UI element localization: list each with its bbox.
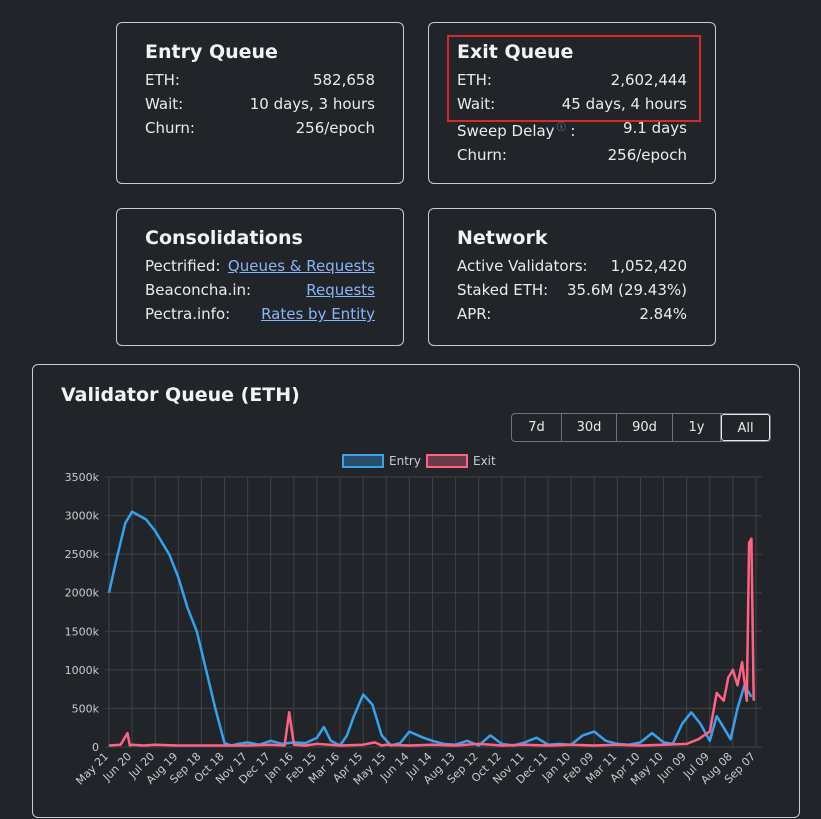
legend-label-entry: Entry (389, 454, 421, 468)
pectrified-link[interactable]: Queues & Requests (227, 257, 375, 275)
y-tick-label: 2500k (65, 548, 100, 561)
series-line-entry (107, 510, 753, 747)
range-selector: 7d 30d 90d 1y All (511, 413, 771, 442)
y-tick-label: 1000k (65, 664, 100, 677)
entry-queue-title: Entry Queue (145, 41, 278, 63)
pectrified-label: Pectrified: (145, 257, 221, 275)
active-validators-row: Active Validators: 1,052,420 (457, 254, 687, 278)
active-validators-value: 1,052,420 (610, 257, 687, 275)
range-90d-button[interactable]: 90d (617, 414, 673, 441)
y-tick-label: 1500k (65, 625, 100, 638)
sweep-delay-label: Sweep Delay (457, 122, 555, 140)
y-tick-label: 0 (92, 741, 99, 754)
exit-queue-card: Exit Queue ETH: 2,602,444 Wait: 45 days,… (428, 22, 716, 184)
entry-churn-label: Churn: (145, 119, 195, 137)
entry-eth-row: ETH: 582,658 (145, 68, 375, 92)
pectra-info-link[interactable]: Rates by Entity (261, 305, 375, 323)
y-tick-label: 3000k (65, 510, 100, 523)
entry-wait-value: 10 days, 3 hours (249, 95, 375, 113)
exit-wait-label: Wait: (457, 95, 496, 113)
sweep-delay-label-wrap: Sweep Delay ⓘ : (457, 122, 576, 140)
exit-eth-value: 2,602,444 (610, 71, 687, 89)
sweep-delay-value: 9.1 days (622, 119, 687, 137)
entry-eth-value: 582,658 (312, 71, 375, 89)
pectra-info-label: Pectra.info: (145, 305, 231, 323)
entry-wait-label: Wait: (145, 95, 184, 113)
range-7d-button[interactable]: 7d (512, 414, 562, 441)
y-tick-label: 2000k (65, 587, 100, 600)
legend-swatch-entry (342, 454, 384, 468)
legend-label-exit: Exit (473, 454, 496, 468)
pectrified-row: Pectrified: Queues & Requests (145, 254, 375, 278)
entry-wait-row: Wait: 10 days, 3 hours (145, 92, 375, 116)
chart-legend: Entry Exit (342, 454, 496, 468)
active-validators-label: Active Validators: (457, 257, 588, 275)
chart-series (107, 510, 755, 747)
apr-label: APR: (457, 305, 492, 323)
entry-eth-label: ETH: (145, 71, 180, 89)
range-all-button[interactable]: All (721, 414, 770, 441)
exit-eth-label: ETH: (457, 71, 492, 89)
sweep-delay-row: Sweep Delay ⓘ : 9.1 days (457, 116, 687, 143)
network-title: Network (457, 227, 548, 249)
staked-eth-row: Staked ETH: 35.6M (29.43%) (457, 278, 687, 302)
legend-swatch-exit (426, 454, 468, 468)
y-axis-ticks: 0 500k 1000k 1500k 2000k 2500k 3000k 3500k (65, 471, 100, 754)
entry-churn-row: Churn: 256/epoch (145, 116, 375, 140)
entry-churn-value: 256/epoch (295, 119, 375, 137)
range-1y-button[interactable]: 1y (673, 414, 721, 441)
consolidations-card: Consolidations Pectrified: Queues & Requ… (116, 208, 404, 346)
chart-grid (105, 476, 762, 748)
staked-eth-value: 35.6M (29.43%) (566, 281, 687, 299)
consolidations-title: Consolidations (145, 227, 303, 249)
validator-queue-chart-card: Validator Queue (ETH) 7d 30d 90d 1y All … (32, 364, 800, 818)
beaconchain-row: Beaconcha.in: Requests (145, 278, 375, 302)
network-card: Network Active Validators: 1,052,420 Sta… (428, 208, 716, 346)
exit-queue-title: Exit Queue (457, 41, 574, 63)
exit-eth-row: ETH: 2,602,444 (457, 68, 687, 92)
apr-row: APR: 2.84% (457, 302, 687, 326)
pectra-info-row: Pectra.info: Rates by Entity (145, 302, 375, 326)
chart-title: Validator Queue (ETH) (61, 384, 300, 406)
y-tick-label: 500k (72, 702, 100, 715)
entry-queue-card: Entry Queue ETH: 582,658 Wait: 10 days, … (116, 22, 404, 184)
validator-queue-chart: Entry Exit 0 500k 1000k 1500k 2000k 2500k 3000k… (65, 454, 762, 788)
exit-queue-highlight-box (447, 35, 701, 122)
series-line-exit (108, 537, 755, 747)
beaconchain-link[interactable]: Requests (306, 281, 375, 299)
exit-churn-row: Churn: 256/epoch (457, 143, 687, 167)
staked-eth-label: Staked ETH: (457, 281, 549, 299)
exit-wait-value: 45 days, 4 hours (561, 95, 687, 113)
range-30d-button[interactable]: 30d (562, 414, 617, 441)
y-tick-label: 3500k (65, 471, 100, 484)
info-icon[interactable]: ⓘ (556, 123, 566, 133)
exit-churn-value: 256/epoch (607, 146, 687, 164)
exit-churn-label: Churn: (457, 146, 507, 164)
exit-wait-row: Wait: 45 days, 4 hours (457, 92, 687, 116)
apr-value: 2.84% (639, 305, 687, 323)
beaconchain-label: Beaconcha.in: (145, 281, 252, 299)
